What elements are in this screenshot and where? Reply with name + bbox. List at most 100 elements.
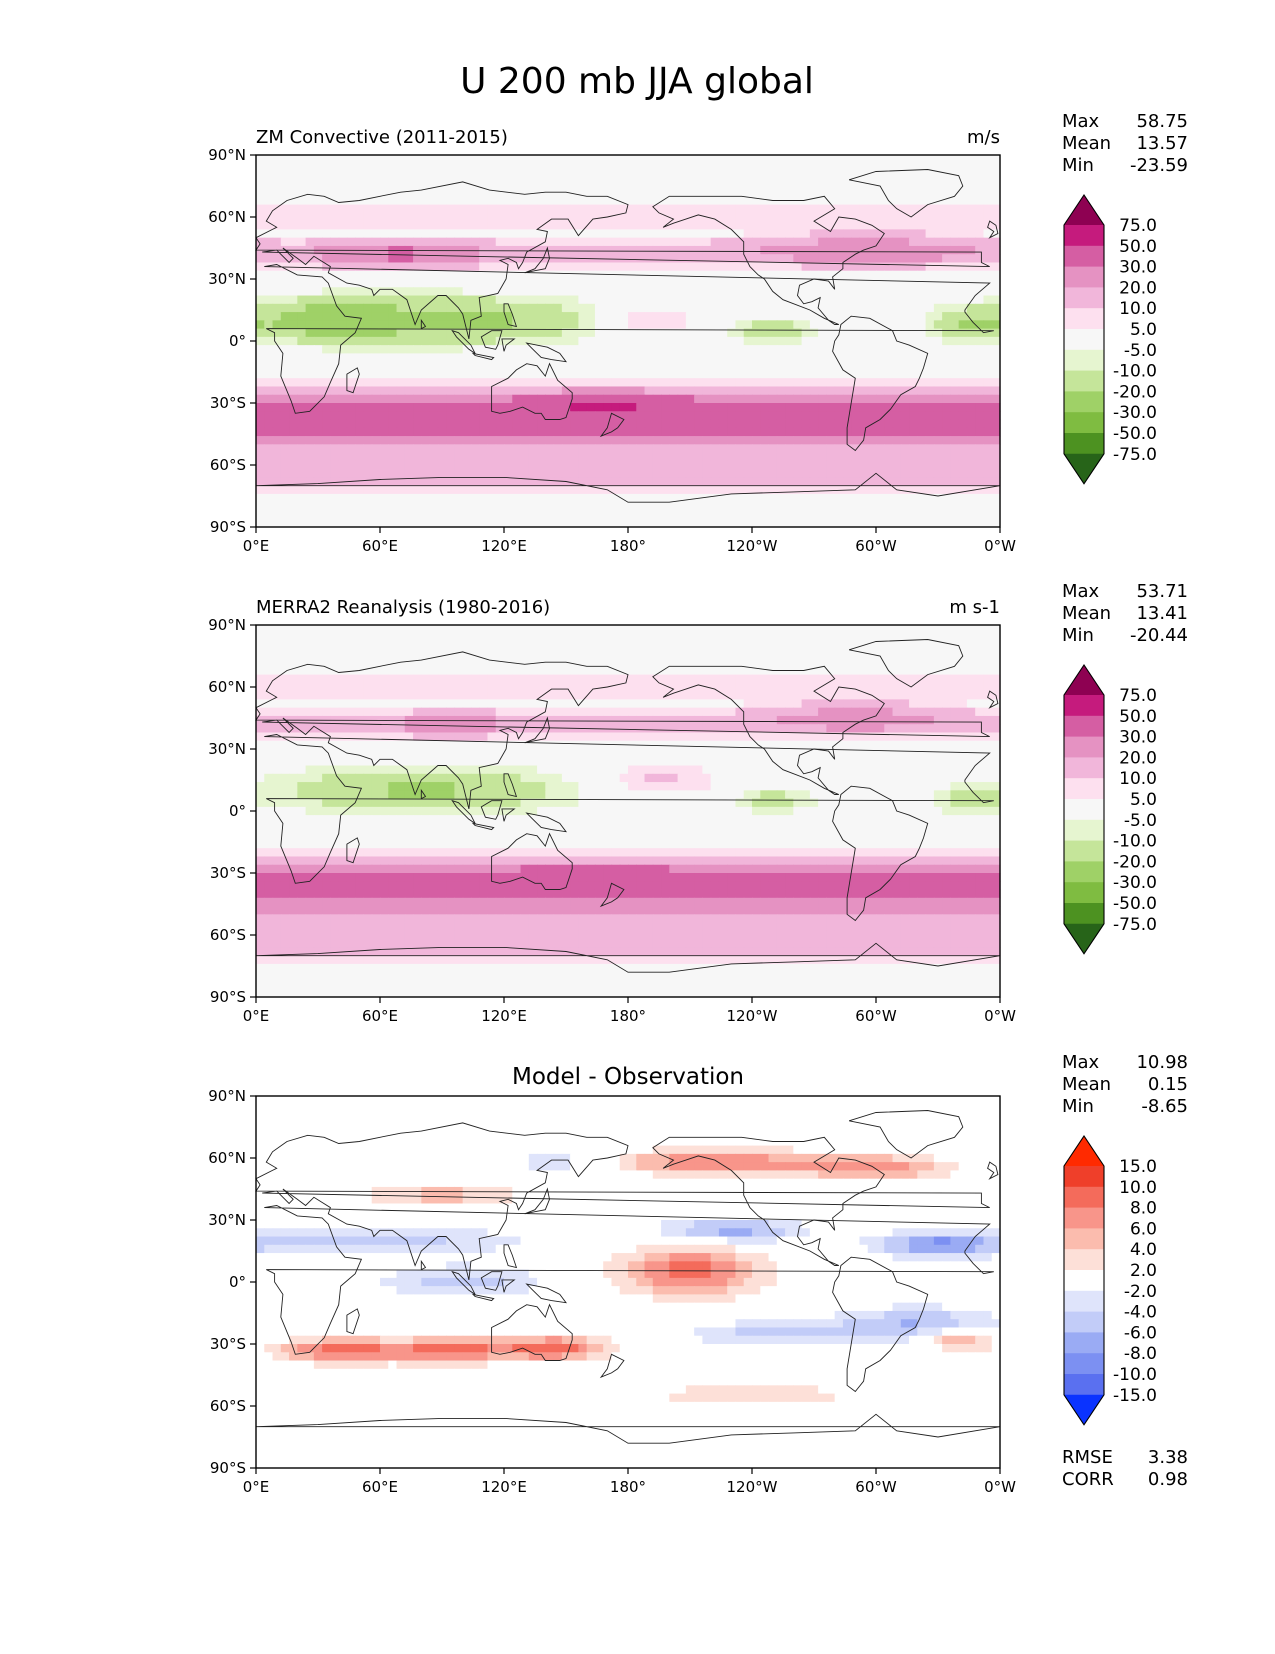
contour-cell [719,246,728,255]
contour-cell [537,428,546,437]
contour-cell [438,188,447,197]
contour-cell [744,519,753,528]
contour-cell [537,477,546,486]
contour-cell [702,345,711,354]
contour-cell [711,420,720,429]
contour-cell [702,633,711,642]
contour-cell [421,444,430,453]
contour-cell [678,650,687,659]
contour-cell [545,395,554,404]
lat-tick-label: 60°S [210,456,246,474]
contour-cell [578,403,587,412]
contour-cell [430,633,439,642]
contour-cell [727,675,736,684]
contour-cell [686,296,695,305]
contour-cell [554,287,563,296]
contour-cell [752,386,761,395]
contour-cell [893,436,902,445]
contour-cell [471,420,480,429]
contour-cell [595,320,604,329]
contour-cell [512,642,521,651]
contour-cell [967,675,976,684]
contour-cell [901,287,910,296]
contour-cell [504,477,513,486]
contour-cell [504,229,513,238]
contour-cell [595,486,604,495]
contour-cell [521,188,530,197]
contour-cell [397,221,406,230]
contour-cell [438,353,447,362]
contour-cell [595,650,604,659]
contour-cell [438,180,447,189]
contour-cell [347,403,356,412]
contour-cell [851,320,860,329]
contour-cell [628,494,637,503]
contour-cell [446,453,455,462]
contour-cell [992,683,1001,692]
contour-cell [529,386,538,395]
contour-cell [628,486,637,495]
contour-cell [322,650,331,659]
contour-cell [678,395,687,404]
contour-cell [777,453,786,462]
contour-cell [405,658,414,667]
contour-cell [421,172,430,181]
contour-cell [975,329,984,338]
contour-cell [711,469,720,478]
contour-cell [256,494,265,503]
contour-cell [810,320,819,329]
contour-cell [975,337,984,346]
contour-cell [397,155,406,164]
contour-cell [545,666,554,675]
contour-cell [380,254,389,263]
contour-cell [297,453,306,462]
contour-cell [289,180,298,189]
contour-cell [273,271,282,280]
contour-cell [826,254,835,263]
contour-cell [950,155,959,164]
contour-cell [289,172,298,181]
contour-cell [289,469,298,478]
contour-cell [744,188,753,197]
contour-cell [578,502,587,511]
contour-cell [595,172,604,181]
contour-cell [769,453,778,462]
contour-cell [496,262,505,271]
contour-cell [454,510,463,519]
contour-cell [256,469,265,478]
contour-cell [372,444,381,453]
contour-cell [504,675,513,684]
contour-cell [504,262,513,271]
contour-cell [529,296,538,305]
contour-cell [463,444,472,453]
contour-cell [752,180,761,189]
contour-cell [413,279,422,288]
contour-cell [529,180,538,189]
contour-cell [702,205,711,214]
contour-cell [454,453,463,462]
contour-cell [694,271,703,280]
contour-cell [322,304,331,313]
contour-cell [686,238,695,247]
contour-cell [463,666,472,675]
contour-cell [884,320,893,329]
contour-cell [554,163,563,172]
contour-cell [628,675,637,684]
contour-cell [487,477,496,486]
contour-cell [421,196,430,205]
contour-cell [570,625,579,634]
contour-cell [504,650,513,659]
contour-cell [735,196,744,205]
contour-cell [678,296,687,305]
contour-cell [752,312,761,321]
contour-cell [785,519,794,528]
contour-cell [810,362,819,371]
stat-value: 13.57 [1136,133,1188,154]
contour-cell [793,370,802,379]
contour-cell [454,403,463,412]
contour-cell [264,386,273,395]
contour-cell [620,658,629,667]
contour-cell [512,420,521,429]
contour-cell [363,320,372,329]
contour-cell [769,229,778,238]
